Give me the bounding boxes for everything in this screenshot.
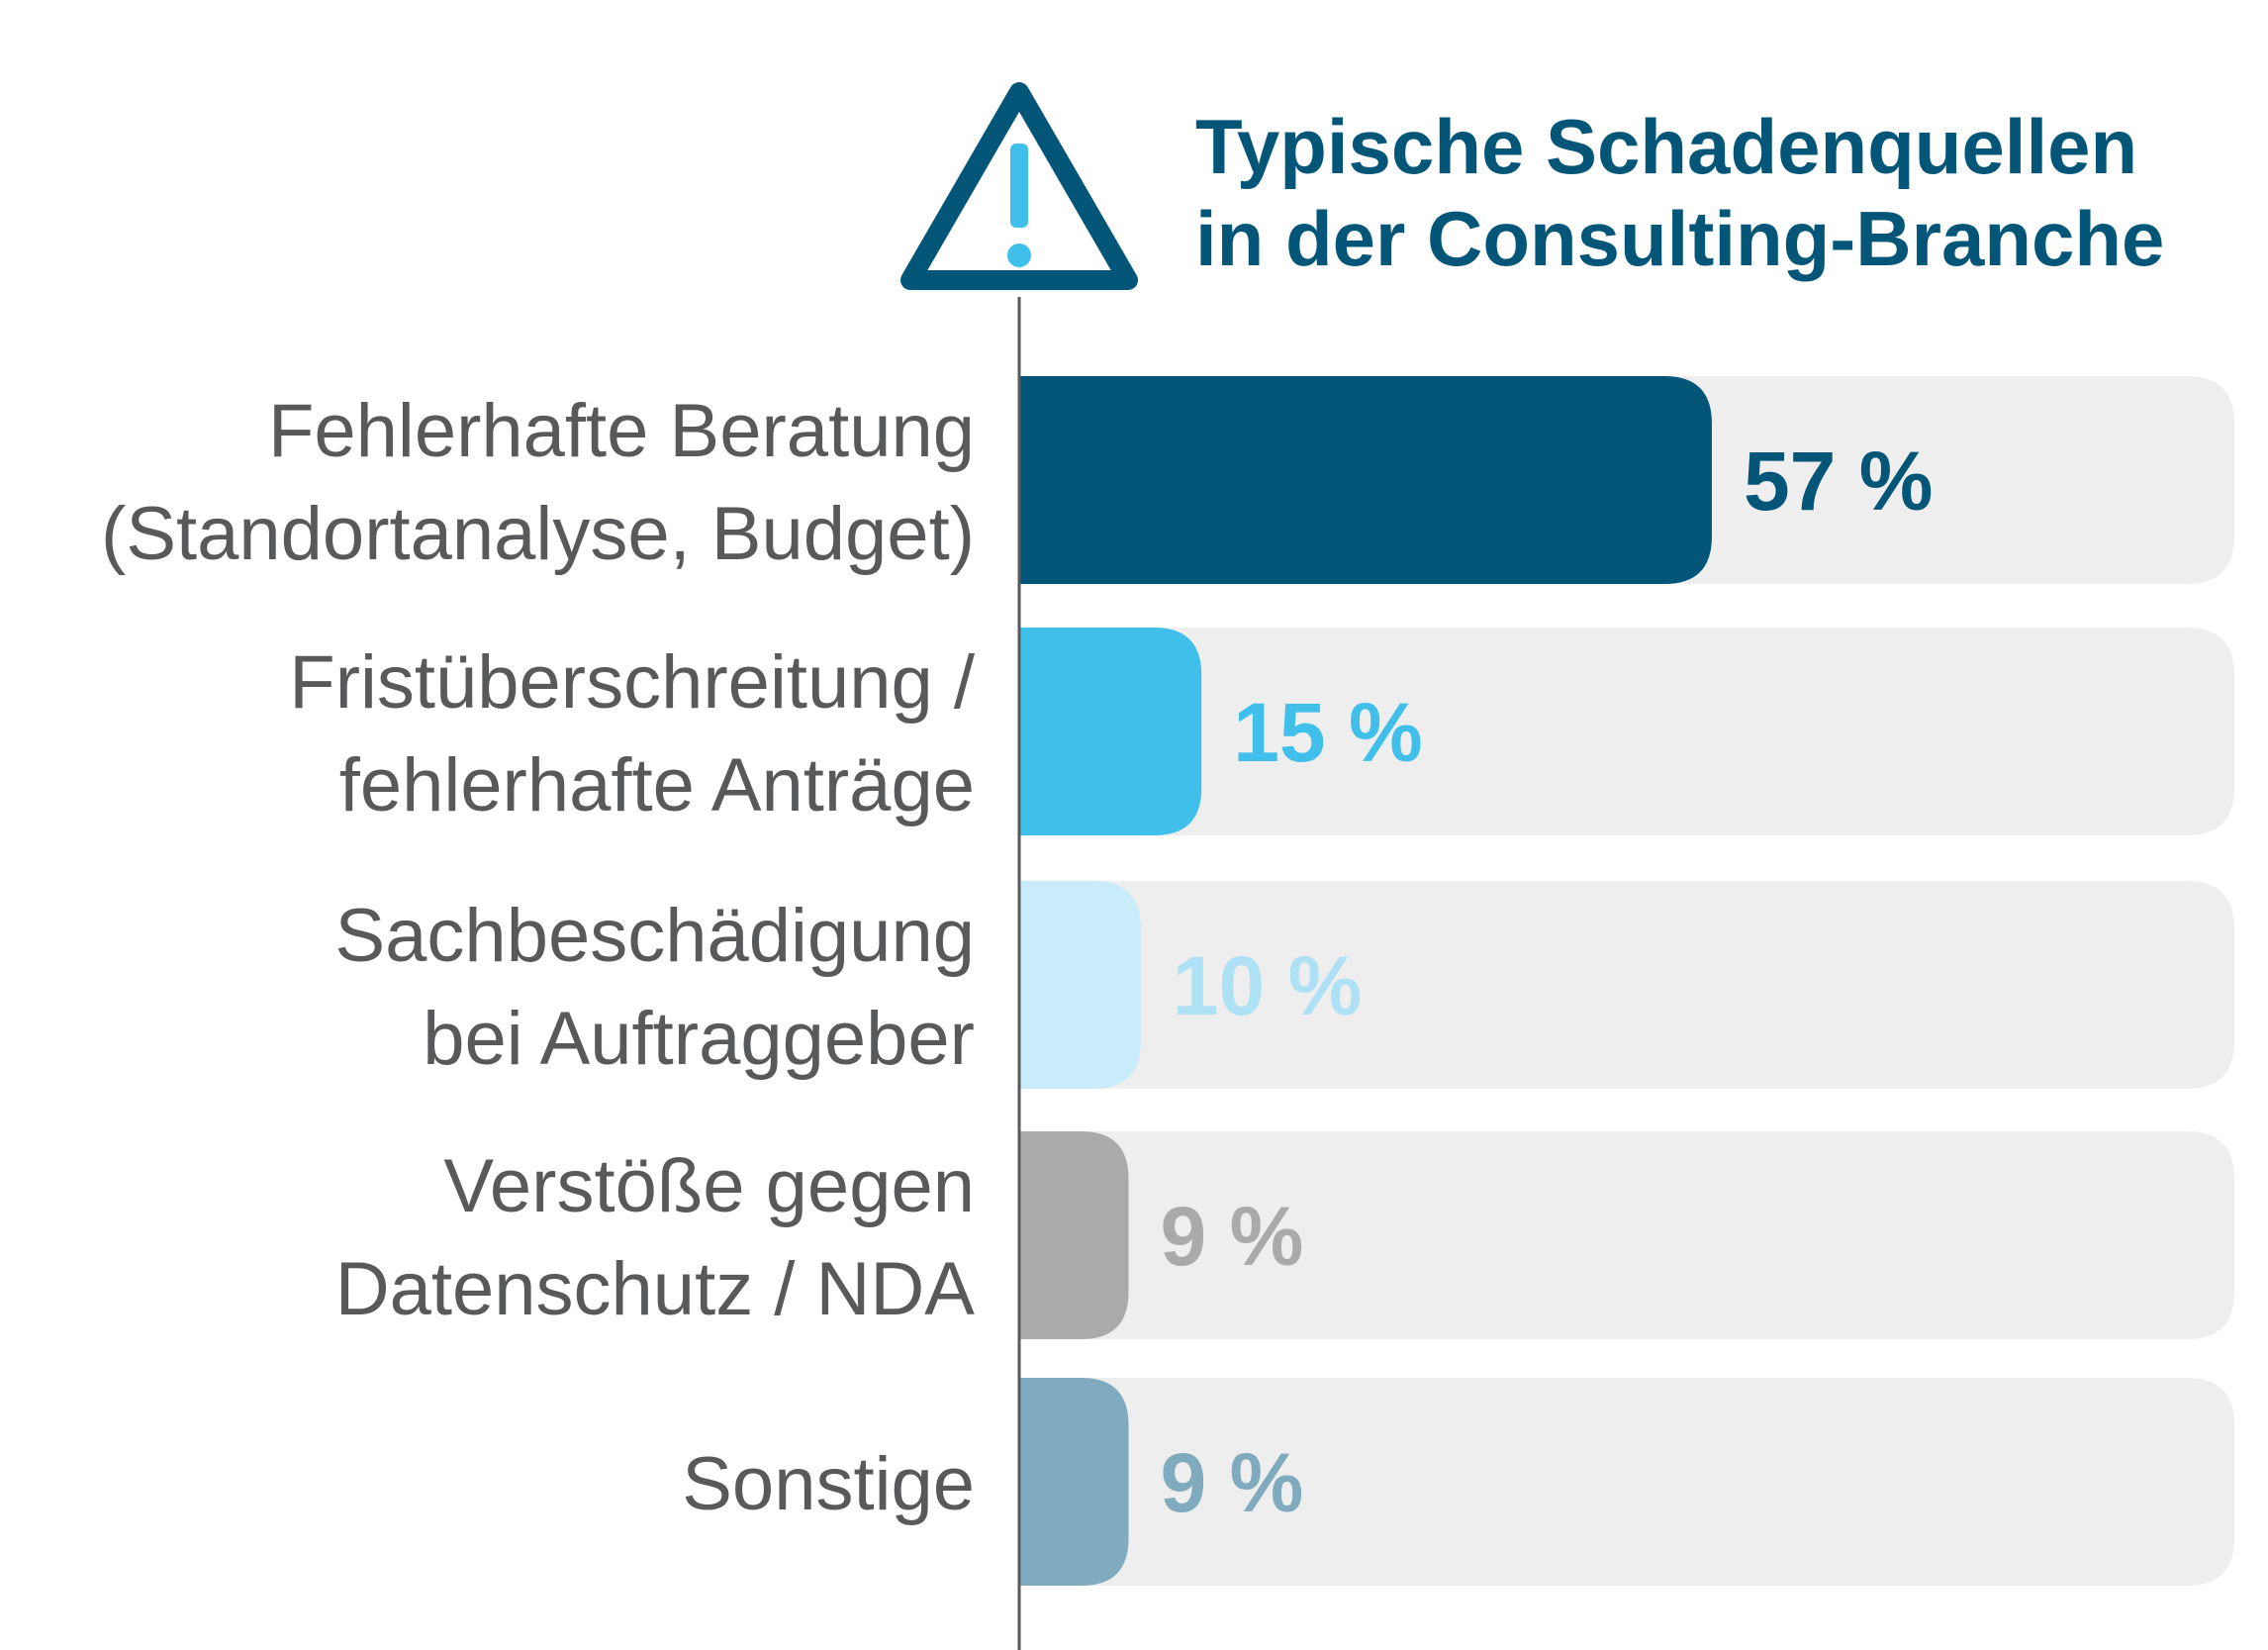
chart-title-line-2: in der Consulting-Branche [1195, 195, 2164, 282]
value-label-1: 57 % [1744, 435, 1933, 528]
bar-1 [1019, 376, 1712, 584]
category-label-3-line-1: Sachbeschädigung [334, 894, 975, 978]
bar-track-2 [1019, 628, 2234, 835]
category-label-1-line-2: (Standortanalyse, Budget) [101, 492, 975, 576]
value-label-4: 9 % [1161, 1190, 1304, 1283]
bars [1019, 376, 1712, 1586]
value-labels: 57 % 15 % 10 % 9 % 9 % [1161, 435, 1934, 1529]
bar-track-4 [1019, 1131, 2234, 1339]
bar-track-5 [1019, 1378, 2234, 1586]
value-label-5: 9 % [1161, 1436, 1304, 1529]
category-label-4-line-2: Datenschutz / NDA [335, 1247, 976, 1331]
value-label-2: 15 % [1233, 686, 1422, 779]
bar-track-3 [1019, 881, 2234, 1089]
bar-5 [1019, 1378, 1129, 1586]
bar-3 [1019, 881, 1141, 1089]
warning-triangle-icon [900, 82, 1138, 290]
bar-4 [1019, 1131, 1129, 1339]
value-label-3: 10 % [1173, 939, 1362, 1032]
category-labels: Fehlerhafte Beratung (Standortanalyse, Bu… [101, 389, 976, 1526]
chart-title-line-1: Typische Schadenquellen [1195, 103, 2137, 190]
bar-2 [1019, 628, 1202, 835]
category-label-2-line-2: fehlerhafte Anträge [339, 743, 975, 827]
category-label-4-line-1: Verstöße gegen [443, 1144, 975, 1228]
category-label-1-line-1: Fehlerhafte Beratung [268, 389, 975, 473]
exclamation-dot [1007, 243, 1031, 267]
triangle-outline [900, 82, 1138, 290]
category-label-3-line-2: bei Auftraggeber [423, 997, 975, 1081]
exclamation-bar [1010, 144, 1028, 228]
category-label-2-line-1: Fristüberschreitung / [289, 640, 976, 725]
category-label-5-line-1: Sonstige [682, 1442, 975, 1526]
